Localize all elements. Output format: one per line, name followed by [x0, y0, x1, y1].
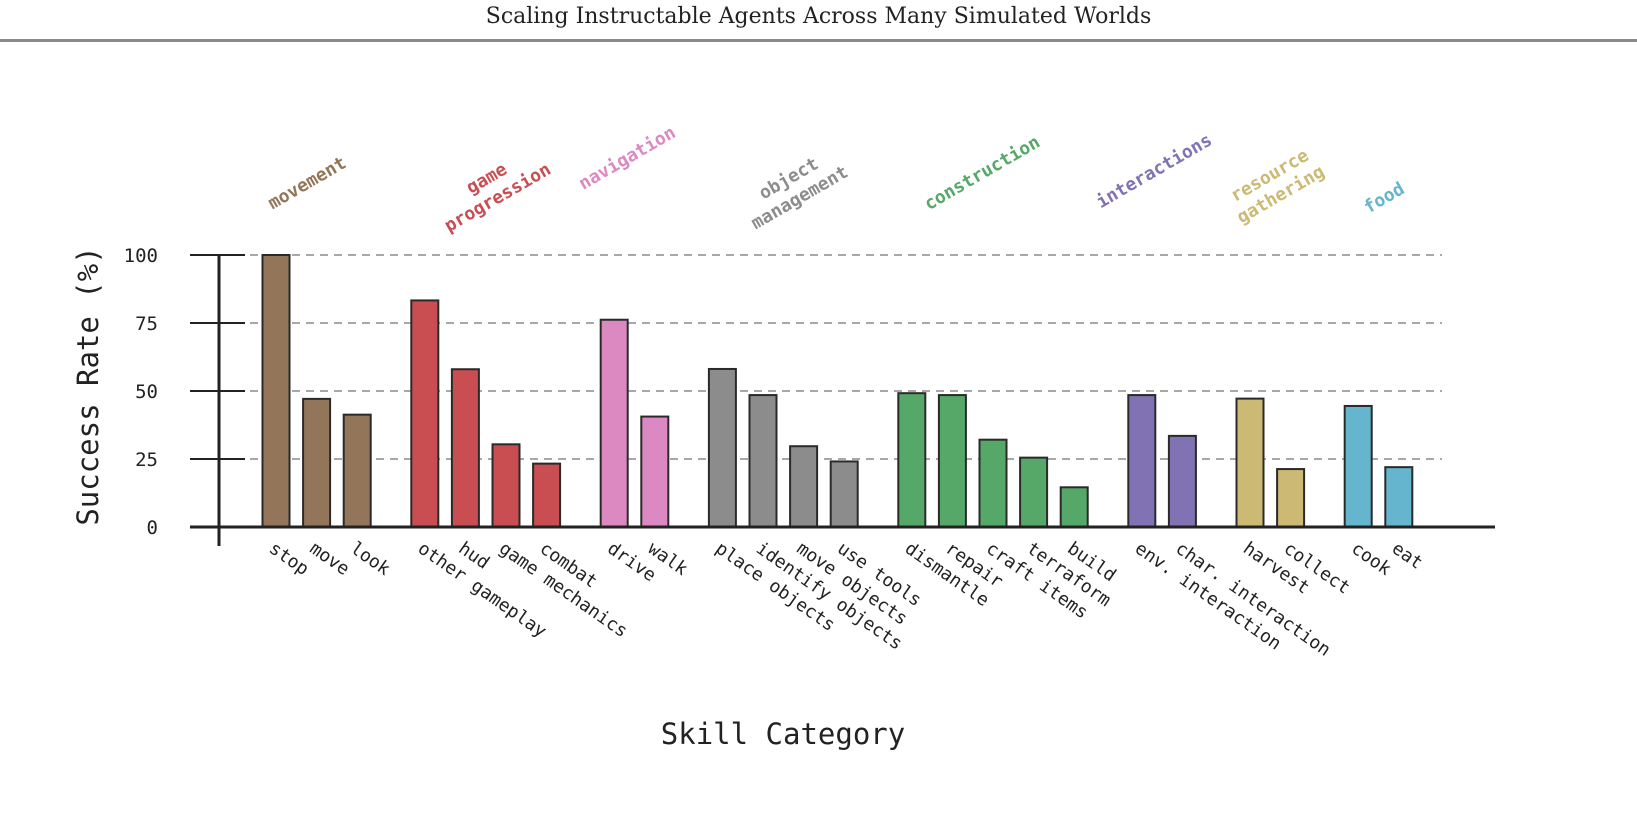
- y-tick-label: 50: [135, 381, 158, 403]
- bar-char-interaction: [1167, 434, 1197, 529]
- x-tick-label: stop: [265, 538, 313, 580]
- bar-hud: [450, 368, 480, 528]
- bar-harvest: [1235, 397, 1265, 528]
- axes: [190, 254, 1495, 546]
- bar-identify-objects: [748, 394, 778, 528]
- x-tick-label: move: [306, 538, 354, 580]
- x-tick-label: look: [346, 538, 394, 580]
- group-label-line: navigation: [575, 122, 679, 194]
- bars: [261, 254, 1414, 529]
- bar-dismantle: [897, 392, 927, 528]
- paper-header-title: Scaling Instructable Agents Across Many …: [485, 4, 1152, 29]
- group-label-line: movement: [264, 152, 350, 214]
- bar-combat: [532, 462, 562, 528]
- group-label-game-progression: gameprogression: [430, 140, 555, 237]
- gridlines: [250, 254, 1442, 460]
- group-label-line: food: [1360, 178, 1408, 218]
- bar-game-mechanics: [491, 443, 521, 529]
- x-axis-label: Skill Category: [661, 717, 905, 751]
- x-tick-label: cook: [1347, 538, 1395, 580]
- y-tick-label: 0: [147, 517, 158, 539]
- bar-build: [1059, 486, 1089, 528]
- bar-use-tools: [829, 460, 859, 528]
- bar-other-gameplay: [410, 299, 440, 529]
- bar-env-interaction: [1127, 394, 1157, 528]
- y-axis-label: Success Rate (%): [71, 246, 105, 525]
- bar-walk: [640, 415, 670, 528]
- group-labels: movement gameprogression navigation objectm…: [264, 122, 1408, 237]
- group-label-movement: movement: [264, 152, 350, 214]
- group-label-object-management: objectmanagement: [737, 143, 852, 234]
- bar-place-objects: [707, 367, 737, 528]
- bar-cook: [1343, 404, 1373, 528]
- bar-stop: [261, 254, 291, 528]
- bar-drive: [599, 318, 629, 528]
- group-label-construction: construction: [921, 132, 1044, 215]
- group-label-resource-gathering: resourcegathering: [1222, 142, 1328, 228]
- group-label-interactions: interactions: [1093, 130, 1216, 213]
- y-tick-label: 100: [124, 245, 158, 267]
- group-label-food: food: [1360, 178, 1408, 218]
- x-tick-label: eat: [1388, 538, 1427, 574]
- y-tick-label: 75: [135, 313, 158, 335]
- group-label-navigation: navigation: [575, 122, 679, 194]
- bar-repair: [937, 394, 967, 528]
- bar-eat: [1384, 466, 1414, 529]
- y-tick-label: 25: [135, 449, 158, 471]
- bar-collect: [1276, 468, 1306, 528]
- group-label-line: interactions: [1093, 130, 1216, 213]
- bar-move-objects: [789, 445, 819, 528]
- bar-look: [342, 413, 372, 528]
- header-rule: [0, 39, 1637, 42]
- bar-terraform: [1019, 456, 1049, 529]
- group-label-line: construction: [921, 132, 1044, 215]
- bar-craft-items: [978, 438, 1008, 528]
- bar-move: [302, 397, 332, 528]
